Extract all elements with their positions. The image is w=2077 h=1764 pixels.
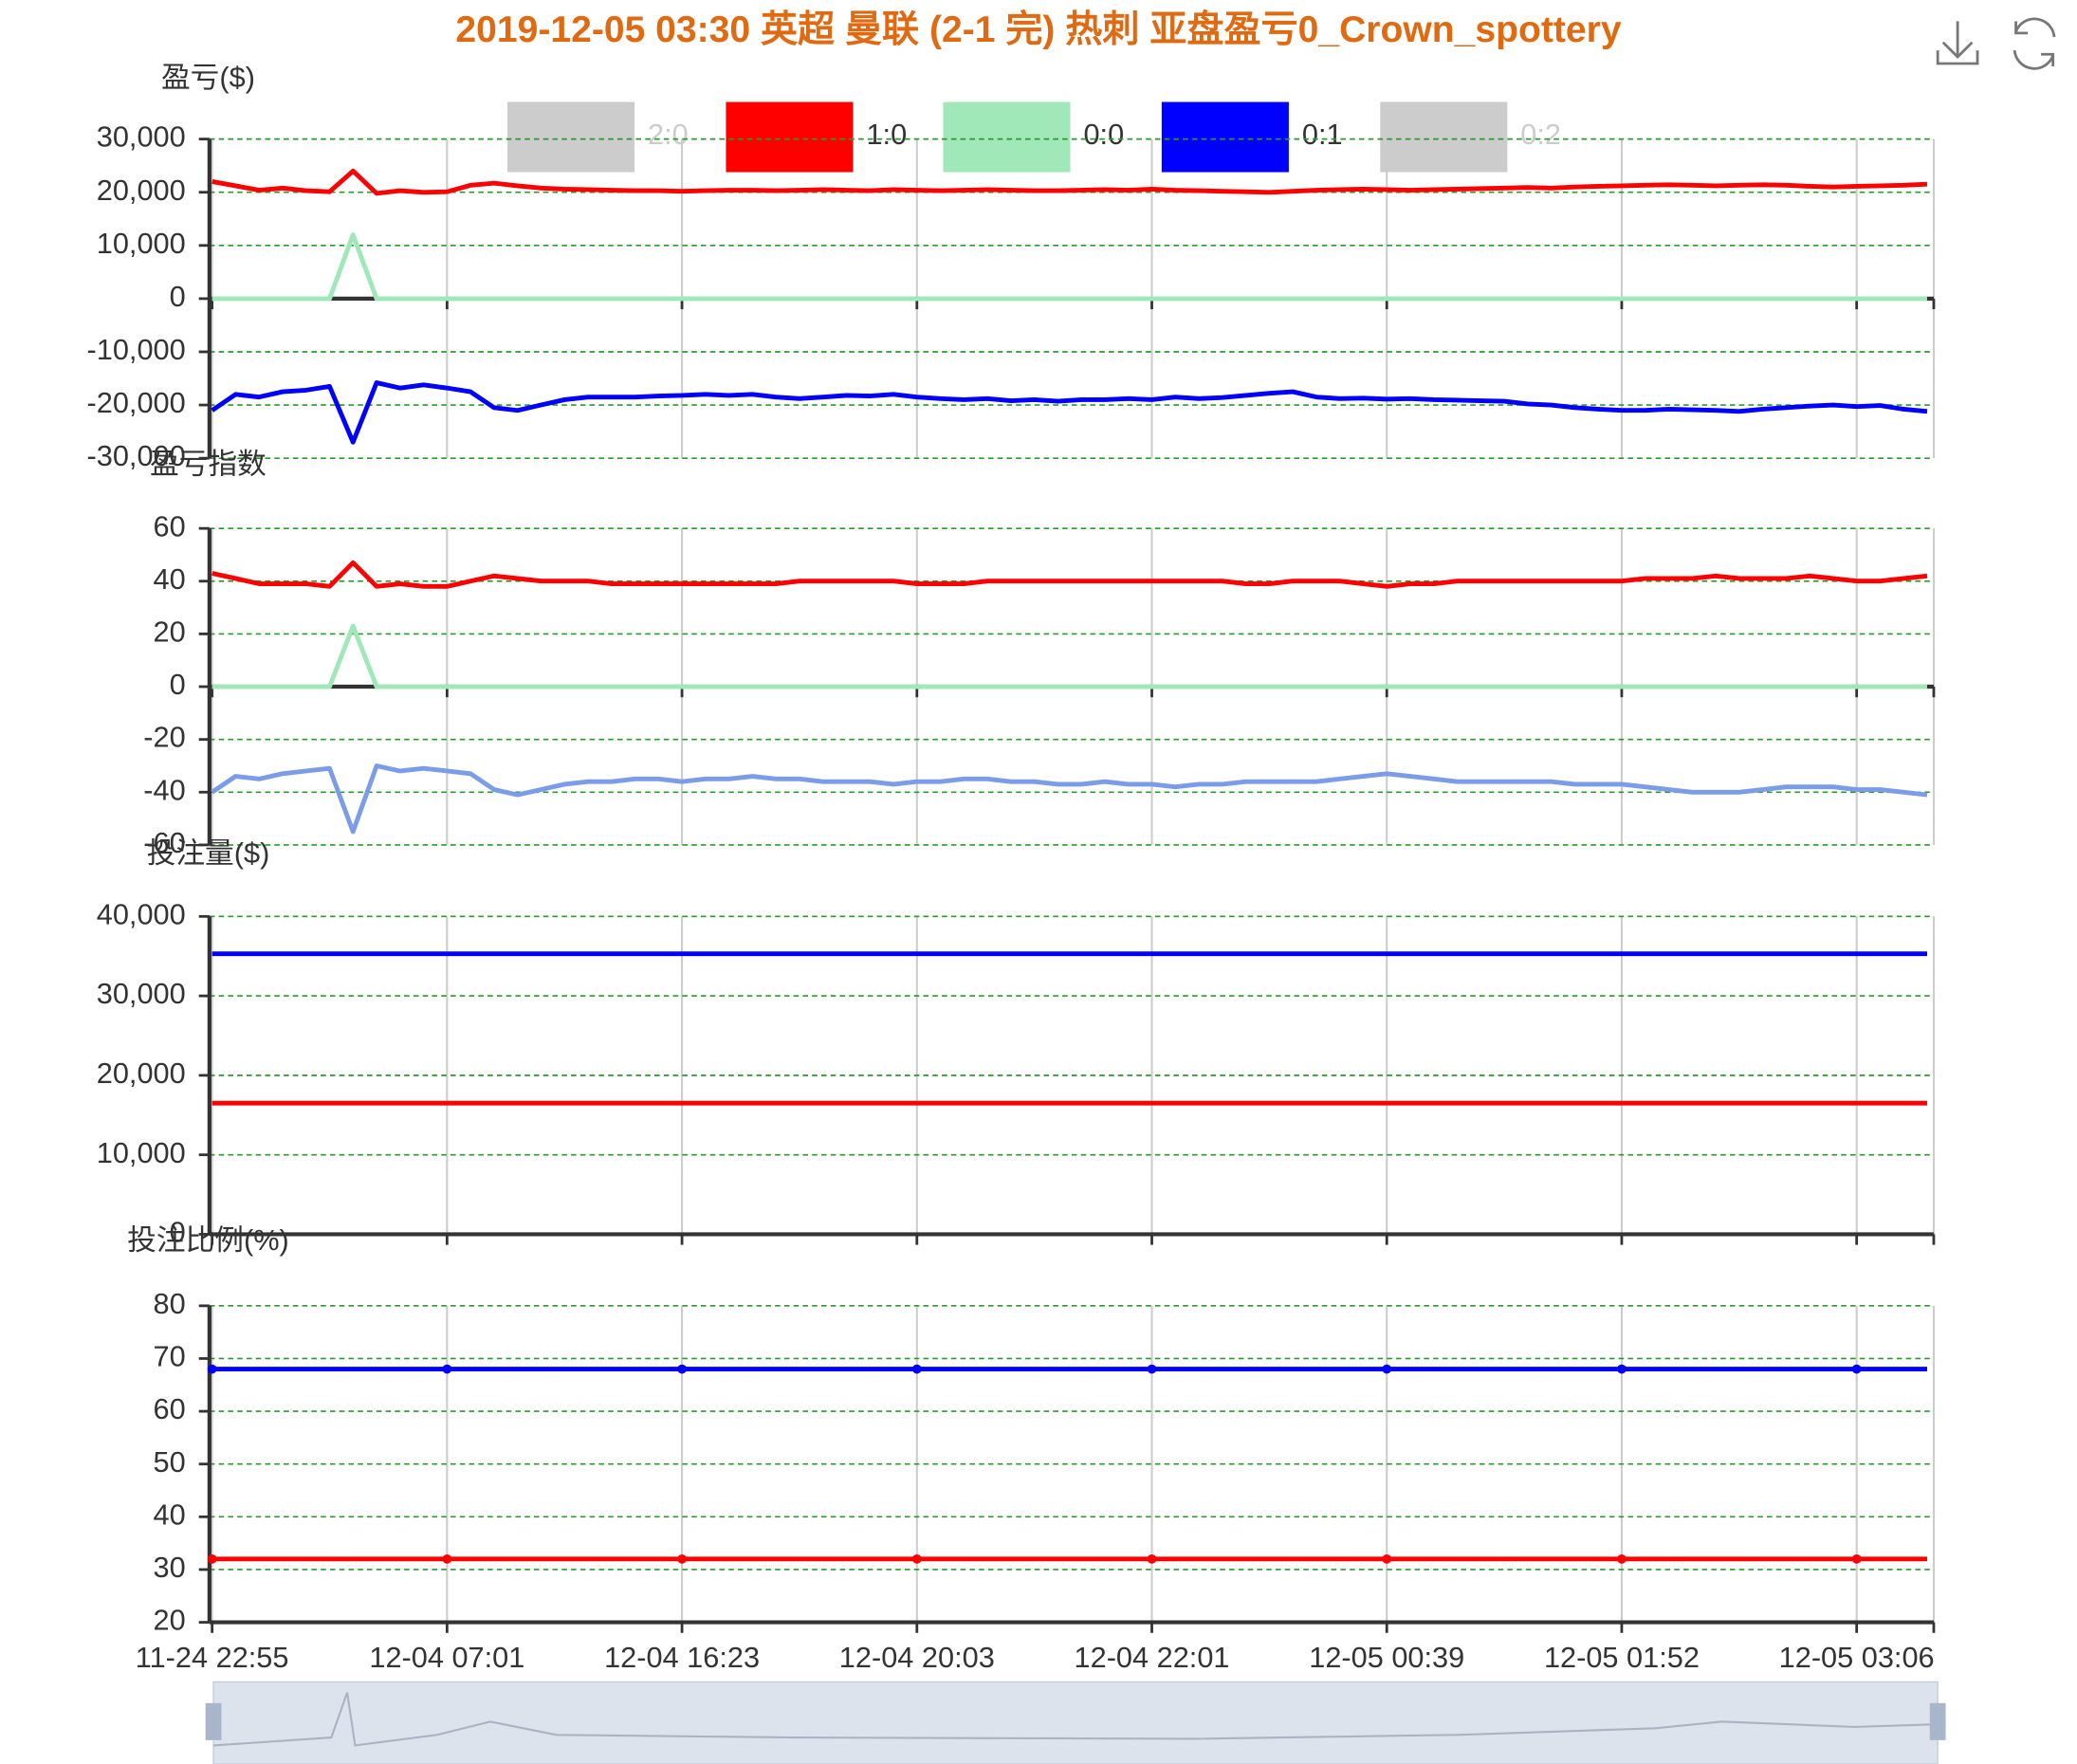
series-point [1382,1553,1392,1564]
legend-label: 0:2 [1520,118,1561,151]
y-axis-title: 投注量($) [147,836,270,870]
legend-swatch[interactable] [1380,101,1508,173]
y-axis-title: 盈亏指数 [150,448,267,481]
legend-label: 1:0 [866,118,907,151]
y-tick-label: 30,000 [97,120,186,154]
series-line [211,380,1928,445]
y-tick-label: 60 [154,509,186,542]
y-axis-title: 投注比例(%) [127,1223,289,1257]
y-tick-label: -20 [143,721,185,754]
series-point [207,1364,217,1374]
series-point [911,1364,922,1374]
y-tick-label: 40 [154,562,186,596]
y-tick-label: 60 [154,1392,186,1425]
series-line [211,763,1928,835]
chart-title: 2019-12-05 03:30 英超 曼联 (2-1 完) 热刺 亚盘盈亏0_… [455,9,1621,50]
refresh-icon[interactable] [2013,17,2056,70]
series-point [1617,1553,1627,1564]
y-tick-label: -20,000 [87,386,186,419]
series-line [211,560,1928,589]
series-point [1147,1364,1157,1374]
y-tick-label: 80 [154,1287,186,1320]
y-tick-label: -10,000 [87,333,186,366]
y-tick-label: 40 [154,1498,186,1531]
series-point [1147,1553,1157,1564]
legend-swatch[interactable] [1161,101,1289,173]
legend-label: 0:0 [1083,118,1124,151]
series-line [211,232,1927,302]
x-tick-label: 12-04 20:03 [839,1641,995,1674]
legend-swatch[interactable] [507,101,635,173]
x-tick-label: 12-05 03:06 [1779,1641,1935,1674]
x-tick-label: 12-04 07:01 [369,1641,524,1674]
legend-swatch[interactable] [943,101,1071,173]
series-point [911,1553,922,1564]
download-icon[interactable] [1936,21,1979,65]
y-tick-label: 0 [170,280,186,313]
series-point [1382,1364,1392,1374]
zoom-preview [212,1692,1939,1747]
legend-swatch[interactable] [726,101,854,173]
y-tick-label: 20,000 [97,1057,186,1090]
y-tick-label: 40,000 [97,897,186,930]
y-tick-label: 30,000 [97,977,186,1010]
y-tick-label: 20,000 [97,174,186,207]
y-tick-label: 20 [154,1604,186,1637]
y-tick-label: 10,000 [97,227,186,260]
y-tick-label: 0 [170,668,186,701]
series-point [1617,1364,1627,1374]
x-tick-label: 12-04 16:23 [604,1641,760,1674]
y-tick-label: 20 [154,616,186,649]
series-line [211,623,1927,689]
legend-label: 0:1 [1302,118,1343,151]
y-tick-label: 50 [154,1445,186,1479]
series-point [442,1553,452,1564]
x-tick-label: 12-05 00:39 [1309,1641,1464,1674]
zoom-handle[interactable] [1929,1702,1946,1740]
y-tick-label: 0 [170,1216,186,1249]
y-tick-label: 10,000 [97,1136,186,1169]
series-point [677,1553,687,1564]
series-point [677,1364,687,1374]
series-point [1851,1364,1862,1374]
y-tick-label: -60 [143,826,185,859]
x-tick-label: 12-04 22:01 [1075,1641,1230,1674]
series-point [442,1364,452,1374]
series-point [1851,1553,1862,1564]
series-point [207,1553,217,1564]
x-tick-label: 11-24 22:55 [136,1641,289,1674]
y-tick-label: 70 [154,1340,186,1373]
y-tick-label: -30,000 [87,439,186,472]
zoom-handle[interactable] [205,1702,222,1740]
data-zoom[interactable] [205,1681,1946,1764]
y-axis-title: 盈亏($) [161,61,255,94]
x-tick-label: 12-05 01:52 [1544,1641,1700,1674]
y-tick-label: -40 [143,773,185,806]
zoom-track [212,1681,1939,1764]
series-line [211,168,1928,196]
y-tick-label: 30 [154,1551,186,1584]
